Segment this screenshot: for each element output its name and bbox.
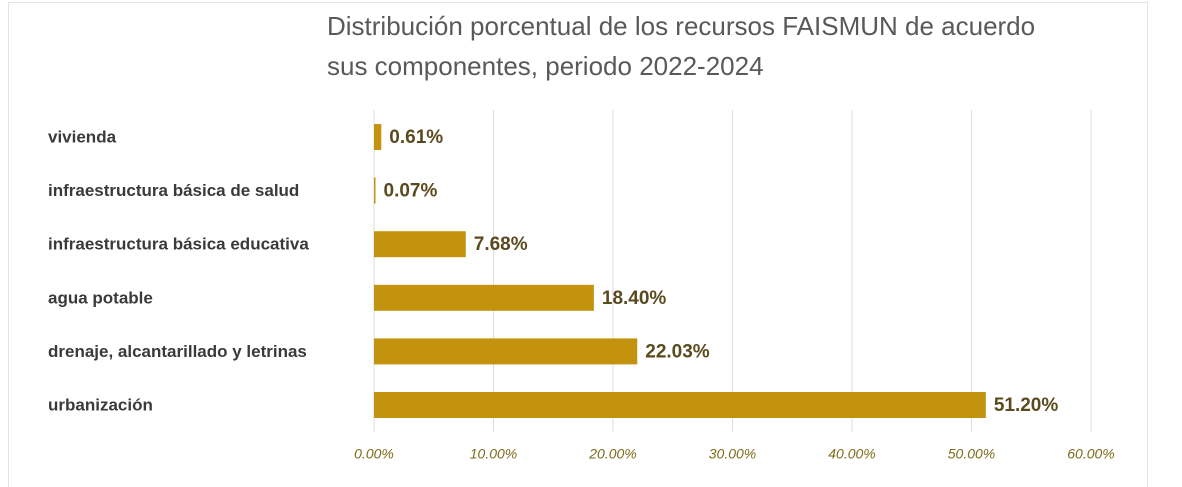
bar — [374, 392, 986, 418]
x-tick-label: 60.00% — [1067, 446, 1114, 462]
value-label: 7.68% — [474, 234, 528, 255]
value-label: 22.03% — [645, 341, 710, 362]
x-tick-label: 0.00% — [354, 446, 394, 462]
title-group: Distribución porcentual de los recursos … — [327, 11, 1035, 81]
x-tick-label: 30.00% — [709, 446, 756, 462]
x-tick-label: 40.00% — [828, 446, 875, 462]
bar — [374, 177, 376, 204]
x-tick-label: 10.00% — [470, 446, 517, 462]
category-label: vivienda — [48, 127, 117, 146]
category-label: agua potable — [48, 288, 153, 307]
category-label: drenaje, alcantarillado y letrinas — [48, 342, 307, 361]
bar — [374, 338, 638, 365]
plot: 0.00% 10.00% 20.00% 30.00% 40.00% 50.00% 60.00… — [48, 110, 1115, 462]
value-label: 51.20% — [994, 395, 1059, 416]
category-label: urbanización — [48, 395, 153, 414]
value-label: 18.40% — [602, 288, 667, 309]
category-label: infraestructura básica de salud — [48, 181, 299, 200]
chart-title: sus componentes, periodo 2022-2024 — [327, 51, 764, 81]
chart-frame — [8, 2, 1148, 487]
x-tick-label: 20.00% — [588, 446, 636, 462]
value-label: 0.07% — [384, 181, 438, 202]
value-label: 0.61% — [389, 127, 443, 148]
bar — [374, 124, 382, 150]
category-label: infraestructura básica educativa — [48, 235, 309, 254]
x-tick-label: 50.00% — [948, 446, 995, 462]
chart-title: Distribución porcentual de los recursos … — [327, 11, 1035, 41]
bar — [374, 284, 594, 311]
bar — [374, 231, 466, 258]
